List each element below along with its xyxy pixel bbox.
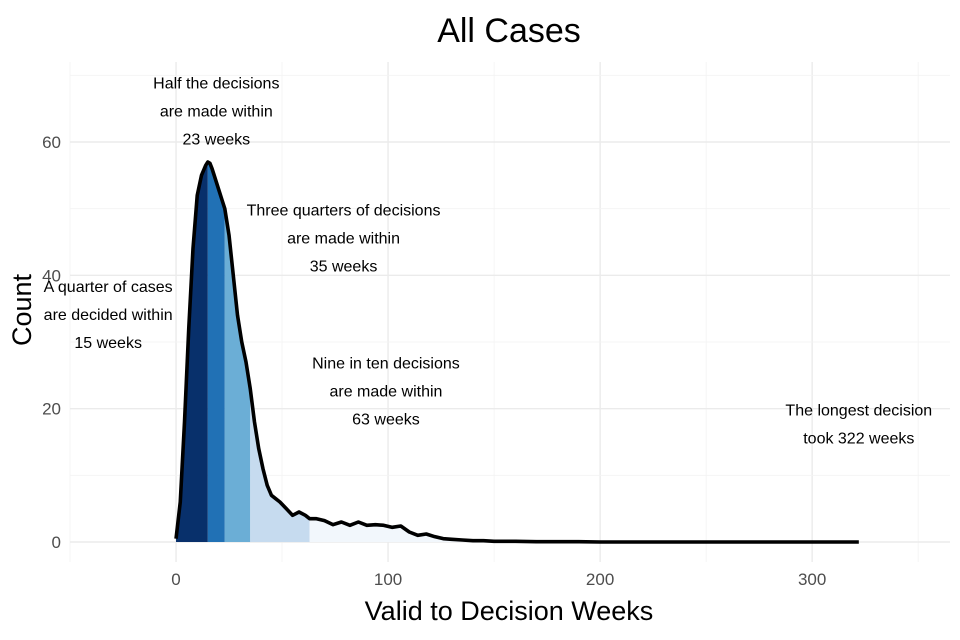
area-segment-max [309, 518, 859, 542]
y-tick-label: 60 [42, 133, 61, 152]
y-tick-label: 20 [42, 400, 61, 419]
y-tick-label: 40 [42, 266, 61, 285]
annotation-line: are made within [160, 104, 273, 121]
annotation-text: A quarter of cases are decided within 15 w… [44, 279, 173, 352]
annotation-line: A quarter of cases [44, 279, 173, 296]
area-segment-three-quarters [224, 208, 251, 542]
x-tick-label: 200 [586, 570, 614, 589]
annotation-text: Half the decisions are made within 23 week… [153, 76, 279, 149]
density-curve [174, 160, 859, 544]
x-tick-label: 0 [171, 570, 180, 589]
annotation-line: are made within [287, 230, 400, 247]
annotation-line: 15 weeks [74, 335, 142, 352]
x-tick-label: 100 [374, 570, 402, 589]
annotation-line: 35 weeks [310, 258, 378, 275]
annotation-line: 63 weeks [352, 412, 420, 429]
chart-title: All Cases [437, 12, 581, 50]
area-segment-half [207, 162, 225, 542]
y-axis-title: Count [7, 273, 37, 346]
y-tick-label: 0 [52, 533, 61, 552]
annotations: A quarter of cases are decided within 15 w… [44, 76, 933, 448]
annotation-text: The longest decision took 322 weeks [785, 402, 932, 447]
x-axis-title: Valid to Decision Weeks [365, 596, 654, 626]
annotation-line: Half the decisions [153, 76, 279, 93]
x-tick-label: 300 [798, 570, 826, 589]
annotation-text: Three quarters of decisions are made with… [247, 202, 441, 275]
annotation-line: took 322 weeks [803, 430, 914, 447]
area-segment-nine-in-ten [250, 388, 310, 542]
x-axis-ticks: 0 100 200 300 [171, 570, 826, 589]
annotation-line: Nine in ten decisions [312, 356, 460, 373]
y-axis-ticks: 0 20 40 60 [42, 133, 61, 552]
annotation-line: are made within [329, 384, 442, 401]
annotation-line: Three quarters of decisions [247, 202, 441, 219]
annotation-line: The longest decision [785, 402, 932, 419]
annotation-text: Nine in ten decisions are made within 63 w… [312, 356, 460, 429]
annotation-line: 23 weeks [183, 132, 251, 149]
annotation-line: are decided within [44, 307, 173, 324]
